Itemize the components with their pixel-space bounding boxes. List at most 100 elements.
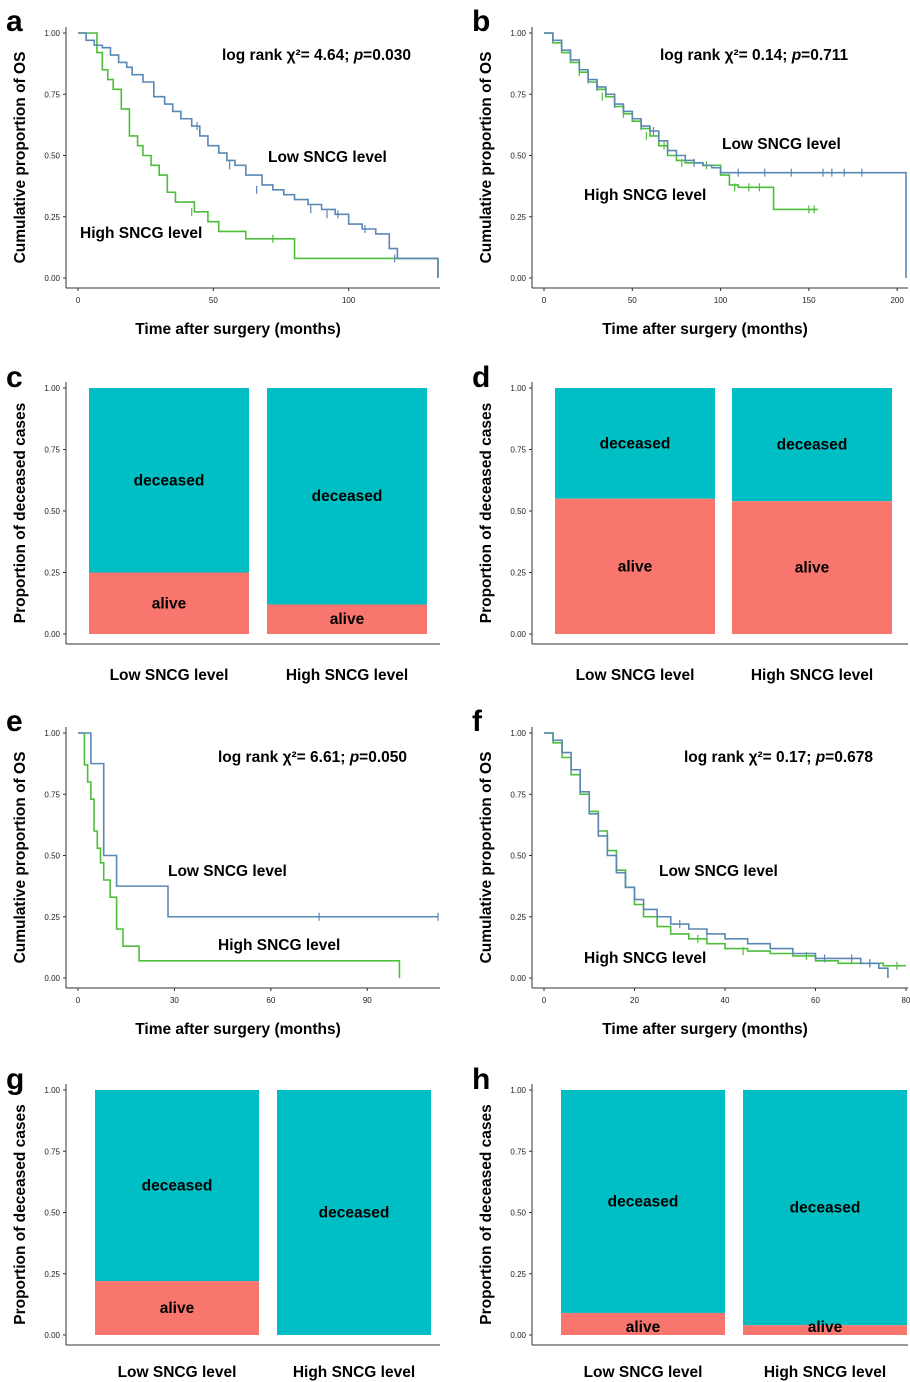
y-tick-label: 0.25 (44, 569, 60, 578)
panel-a: a Cumulative proportion of OS 0.00 0.25 0.50… (6, 5, 440, 338)
stat-p-symbol: p (791, 47, 801, 64)
panel-c: c Proportion of deceased cases 0.00 0.25 0.5… (6, 361, 440, 684)
stat-prefix: log rank χ²= 0.14; (660, 47, 792, 64)
high-sncg-curve (544, 732, 906, 967)
y-tick-label: 0.75 (510, 1147, 526, 1156)
y-tick-label: 1.00 (44, 1086, 60, 1095)
y-tick-label: 0.00 (510, 974, 526, 983)
y-tick-label: 0.75 (510, 90, 526, 99)
y-tick-label: 0.50 (510, 1209, 526, 1218)
x-tick-label: 60 (811, 996, 820, 1005)
x-tick-label: 150 (802, 296, 816, 305)
bar-alive (95, 1281, 259, 1335)
high-sncg-label: High SNCG level (218, 937, 340, 954)
bar-deceased (277, 1090, 431, 1335)
y-tick-label: 0.00 (44, 630, 60, 639)
x-tick-label: 80 (902, 996, 910, 1005)
x-axis-title: Time after surgery (months) (135, 321, 341, 338)
y-tick-label: 0.00 (510, 274, 526, 283)
y-tick-label: 0.25 (510, 1270, 526, 1279)
y-tick-label: 1.00 (510, 29, 526, 38)
y-axis-title: Proportion of deceased cases (12, 1104, 29, 1325)
y-axis-title: Proportion of deceased cases (478, 1104, 495, 1325)
y-tick-label: 0.50 (44, 507, 60, 516)
x-axis-title: Time after surgery (months) (135, 1021, 341, 1038)
x-tick-label: 90 (363, 996, 372, 1005)
bar-deceased (743, 1090, 907, 1326)
x-tick-label: 40 (721, 996, 730, 1005)
y-tick-label: 0.25 (44, 1270, 60, 1279)
x-tick-label: 0 (76, 996, 81, 1005)
y-tick-label: 1.00 (510, 729, 526, 738)
x-tick-label: 20 (630, 996, 639, 1005)
y-tick-label: 0.25 (44, 913, 60, 922)
low-sncg-label: Low SNCG level (722, 136, 841, 153)
x-tick-label: 100 (714, 296, 728, 305)
category-label: High SNCG level (764, 1364, 886, 1381)
alive-label: alive (626, 1319, 661, 1336)
panel-letter: a (6, 5, 23, 38)
y-tick-label: 0.25 (510, 213, 526, 222)
stat-p-symbol: p (815, 749, 825, 766)
panel-d: d Proportion of deceased cases 0.00 0.25 0.5… (472, 361, 908, 684)
panel-letter: b (472, 5, 490, 38)
low-sncg-curve (544, 732, 889, 978)
y-tick-label: 0.75 (44, 446, 60, 455)
panel-letter: f (472, 705, 483, 738)
y-axis-title: Proportion of deceased cases (478, 403, 495, 624)
bar-deceased (95, 1090, 259, 1282)
x-tick-label: 100 (342, 296, 356, 305)
bar-deceased (555, 388, 715, 499)
bar-alive (89, 572, 249, 634)
y-axis-title: Proportion of deceased cases (12, 403, 29, 624)
high-sncg-curve (78, 32, 439, 278)
y-tick-label: 0.00 (44, 274, 60, 283)
category-label: Low SNCG level (118, 1364, 237, 1381)
x-tick-label: 50 (628, 296, 637, 305)
bar-alive (555, 498, 715, 634)
bar-alive (743, 1325, 907, 1335)
x-tick-label: 30 (170, 996, 179, 1005)
alive-label: alive (160, 1300, 195, 1317)
stat-prefix: log rank χ²= 0.17; (684, 749, 816, 766)
stat-p-symbol: p (349, 749, 359, 766)
x-tick-label: 0 (542, 996, 547, 1005)
deceased-label: deceased (790, 1200, 861, 1217)
y-axis-title: Cumulative proportion of OS (12, 52, 29, 264)
y-tick-label: 0.50 (510, 852, 526, 861)
low-sncg-label: Low SNCG level (659, 863, 778, 880)
y-tick-label: 0.25 (510, 913, 526, 922)
bar-alive (561, 1312, 725, 1335)
bar-deceased (732, 388, 892, 502)
y-tick-label: 1.00 (44, 29, 60, 38)
stat-p-value: =0.050 (359, 749, 407, 766)
category-label: High SNCG level (293, 1364, 415, 1381)
panel-b: b Cumulative proportion of OS 0.00 0.25 0.50… (472, 5, 908, 338)
y-tick-label: 0.50 (44, 852, 60, 861)
y-tick-label: 0.75 (44, 90, 60, 99)
x-tick-label: 0 (542, 296, 547, 305)
bar-deceased (561, 1090, 725, 1313)
y-tick-label: 0.00 (510, 630, 526, 639)
y-tick-label: 1.00 (44, 384, 60, 393)
y-tick-label: 0.25 (44, 213, 60, 222)
stat-prefix: log rank χ²= 4.64; (222, 47, 354, 64)
high-sncg-label: High SNCG level (584, 187, 706, 204)
stat-p-value: =0.678 (825, 749, 873, 766)
deceased-label: deceased (600, 435, 671, 452)
high-sncg-label: High SNCG level (80, 225, 202, 242)
log-rank-statistic: log rank χ²= 0.14; p=0.711 (660, 47, 849, 64)
y-tick-label: 0.75 (44, 1147, 60, 1156)
deceased-label: deceased (608, 1193, 679, 1210)
y-tick-label: 1.00 (510, 1086, 526, 1095)
low-sncg-label: Low SNCG level (268, 149, 387, 166)
stat-p-value: =0.711 (801, 47, 848, 64)
y-axis-title: Cumulative proportion of OS (478, 52, 495, 264)
panel-letter: g (6, 1063, 24, 1096)
high-sncg-curve (78, 732, 401, 978)
stat-p-symbol: p (353, 47, 363, 64)
low-sncg-curve (78, 732, 438, 918)
stat-p-value: =0.030 (363, 47, 411, 64)
alive-label: alive (152, 595, 187, 612)
